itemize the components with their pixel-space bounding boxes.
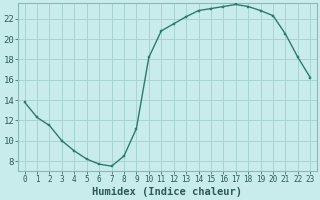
- X-axis label: Humidex (Indice chaleur): Humidex (Indice chaleur): [92, 186, 243, 197]
